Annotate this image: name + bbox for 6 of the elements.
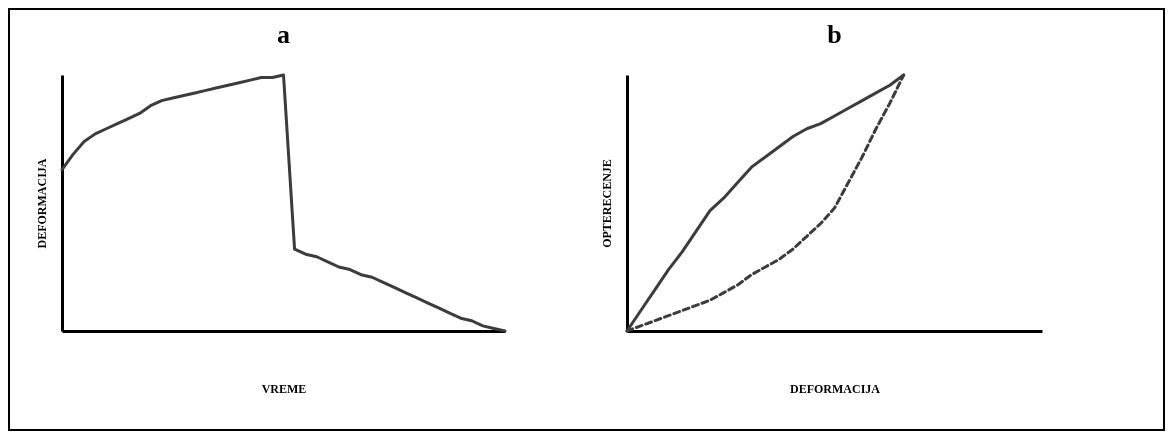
x-axis-title: DEFORMACIJA bbox=[790, 381, 881, 396]
chart-title: a bbox=[277, 19, 290, 49]
y-axis-title: OPTERECENJE bbox=[599, 159, 614, 248]
x-axis-title: VREME bbox=[261, 381, 307, 396]
chart-title: b bbox=[827, 19, 842, 49]
y-axis-title: DEFORMACIJA bbox=[34, 158, 49, 249]
